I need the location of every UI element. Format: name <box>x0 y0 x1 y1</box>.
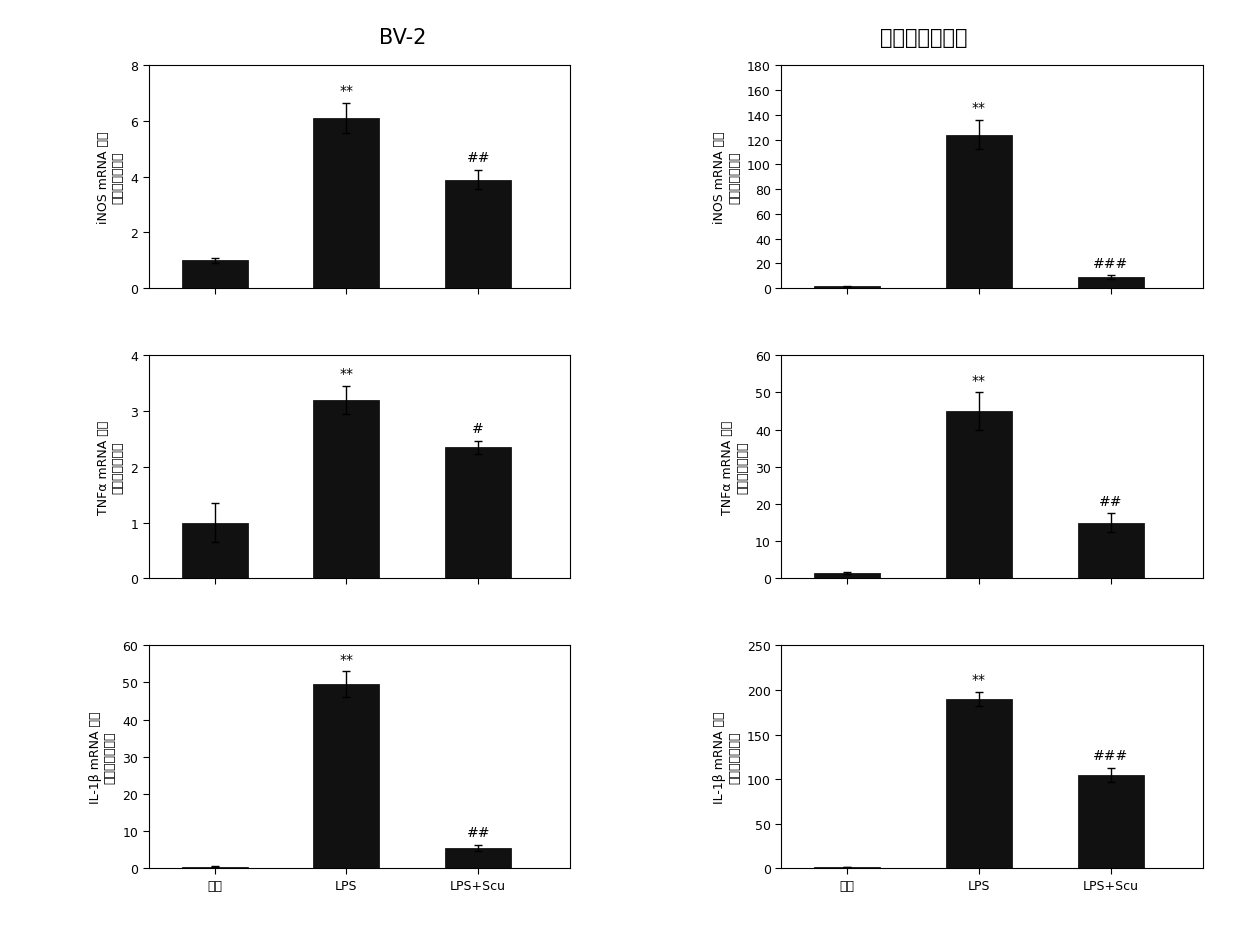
Bar <box>445 447 511 579</box>
Y-axis label: IL-1β mRNA 表达
（对照的倍数）: IL-1β mRNA 表达 （对照的倍数） <box>89 711 117 803</box>
Bar <box>314 119 379 289</box>
Bar <box>1078 523 1143 579</box>
Bar <box>946 412 1012 579</box>
Bar <box>314 400 379 579</box>
Bar <box>182 867 248 868</box>
Text: **: ** <box>972 101 986 115</box>
Text: **: ** <box>340 367 353 381</box>
Y-axis label: iNOS mRNA 表达
（对照的倍数）: iNOS mRNA 表达 （对照的倍数） <box>713 131 742 224</box>
Bar <box>445 848 511 868</box>
Bar <box>815 573 880 579</box>
Bar <box>946 135 1012 289</box>
Text: ##: ## <box>466 151 490 165</box>
Text: **: ** <box>340 652 353 666</box>
Text: BV-2: BV-2 <box>379 28 427 48</box>
Bar <box>182 523 248 579</box>
Text: ##: ## <box>466 825 490 839</box>
Bar <box>1078 278 1143 289</box>
Text: ###: ### <box>1092 257 1128 270</box>
Y-axis label: iNOS mRNA 表达
（对照的倍数）: iNOS mRNA 表达 （对照的倍数） <box>97 131 125 224</box>
Bar <box>815 287 880 289</box>
Y-axis label: IL-1β mRNA 表达
（对照犄倍数）: IL-1β mRNA 表达 （对照犄倍数） <box>713 711 742 803</box>
Text: **: ** <box>340 84 353 98</box>
Bar <box>314 684 379 868</box>
Bar <box>1078 775 1143 868</box>
Text: ##: ## <box>1099 494 1122 508</box>
Text: 原代小胶质细胞: 原代小胶质细胞 <box>880 28 967 48</box>
Text: #: # <box>472 422 484 435</box>
Y-axis label: TNFα mRNA 表达
（对照的倍数）: TNFα mRNA 表达 （对照的倍数） <box>97 420 125 514</box>
Bar <box>182 261 248 289</box>
Bar <box>946 700 1012 868</box>
Bar <box>445 180 511 289</box>
Y-axis label: TNFα mRNA 表达
（对照的倍数）: TNFα mRNA 表达 （对照的倍数） <box>722 420 749 514</box>
Text: **: ** <box>972 374 986 387</box>
Text: ###: ### <box>1092 749 1128 762</box>
Text: **: ** <box>972 672 986 686</box>
